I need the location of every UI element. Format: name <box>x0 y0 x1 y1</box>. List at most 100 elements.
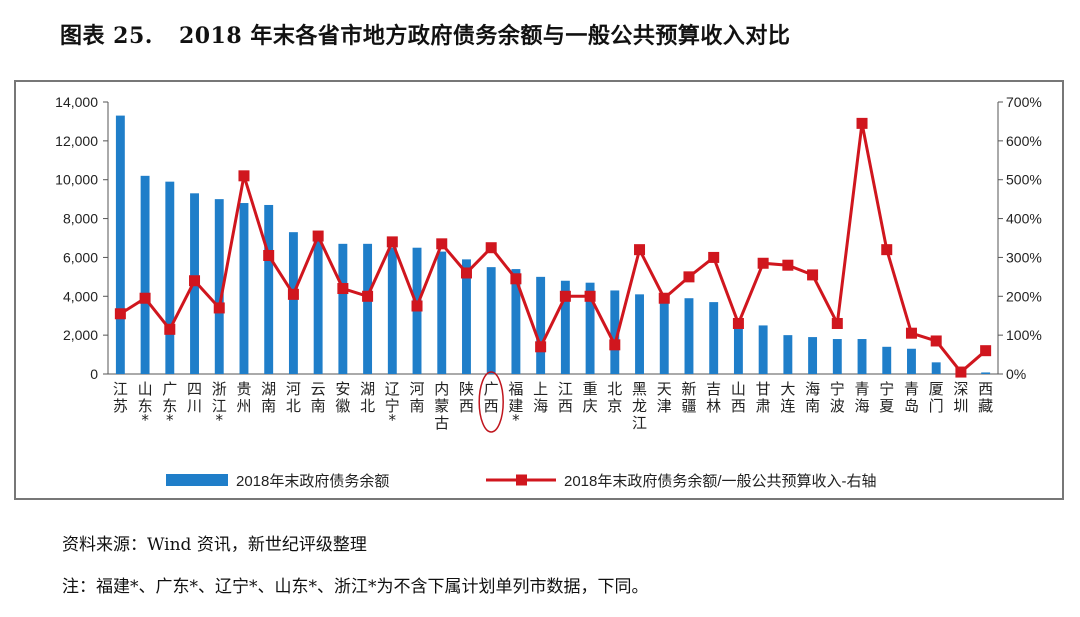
ratio-line <box>119 123 987 375</box>
category-label: 福建* <box>508 380 523 429</box>
category-label: 黑龙江 <box>632 380 647 432</box>
right-tick-label: 400% <box>1006 211 1042 227</box>
category-label: 西藏 <box>978 380 993 415</box>
ratio-marker <box>634 244 646 256</box>
left-tick-label: 10,000 <box>55 172 98 188</box>
ratio-marker <box>905 327 917 339</box>
debt-bar <box>733 319 743 374</box>
ratio-marker <box>510 273 522 285</box>
category-label: 江西 <box>558 380 573 415</box>
left-tick-label: 6,000 <box>63 249 98 265</box>
category-label: 天津 <box>657 380 672 415</box>
debt-bar <box>610 290 620 374</box>
ratio-marker <box>955 366 967 378</box>
source-note: 资料来源：Wind 资讯，新世纪评级整理 <box>62 535 367 555</box>
category-label: 陕西 <box>459 380 474 415</box>
category-label: 江苏 <box>113 380 128 415</box>
debt-bar <box>758 325 768 374</box>
category-label: 湖北 <box>360 380 375 415</box>
category-label: 辽宁* <box>385 380 400 429</box>
ratio-marker <box>782 259 794 271</box>
category-label: 河北 <box>286 380 301 415</box>
left-tick-label: 2,000 <box>63 327 98 343</box>
debt-bar <box>165 181 175 374</box>
ratio-marker <box>337 283 349 295</box>
debt-bar <box>338 243 348 374</box>
category-label: 山西 <box>731 380 746 415</box>
ratio-marker <box>584 290 596 302</box>
right-tick-label: 0% <box>1006 366 1026 382</box>
ratio-marker <box>238 170 250 182</box>
debt-bar <box>783 335 793 374</box>
debt-bar <box>981 372 991 374</box>
ratio-marker <box>213 302 225 314</box>
ratio-marker <box>658 292 670 304</box>
debt-bar <box>214 199 224 374</box>
ratio-marker <box>930 335 942 347</box>
category-label: 广东* <box>162 380 177 429</box>
legend-bar-swatch <box>166 474 228 486</box>
category-label: 青岛 <box>904 380 919 415</box>
legend-line-marker <box>516 474 527 486</box>
figure-number: 图表 25. <box>60 23 153 49</box>
ratio-marker <box>139 292 151 304</box>
ratio-marker <box>609 339 621 351</box>
ratio-marker <box>980 345 992 357</box>
debt-bar <box>115 115 125 374</box>
ratio-marker <box>189 275 201 287</box>
right-tick-label: 300% <box>1006 249 1042 265</box>
ratio-marker <box>287 288 299 300</box>
category-label: 河南 <box>410 380 425 415</box>
ratio-marker <box>386 236 398 248</box>
ratio-marker <box>436 238 448 250</box>
highlight-circle <box>478 371 504 433</box>
debt-bar <box>536 276 546 374</box>
ratio-marker <box>362 290 374 302</box>
footnote: 注：福建*、广东*、辽宁*、山东*、浙江*为不含下属计划单列市数据，下同。 <box>62 577 649 597</box>
category-label: 深圳 <box>953 380 968 415</box>
debt-bar <box>709 302 719 374</box>
category-label: 贵州 <box>236 380 251 415</box>
legend-line-label: 2018年末政府债务余额/一般公共预算收入-右轴 <box>564 472 877 490</box>
debt-bar <box>264 204 274 374</box>
debt-bar <box>313 238 323 374</box>
ratio-marker <box>856 117 868 129</box>
ratio-marker <box>114 308 126 320</box>
category-label: 吉林 <box>706 380 721 415</box>
ratio-marker <box>263 249 275 261</box>
category-label: 甘肃 <box>756 380 771 415</box>
ratio-marker <box>807 269 819 281</box>
debt-bar <box>882 346 892 374</box>
debt-bar <box>832 339 842 374</box>
chart-frame: 0 2,000 4,000 6,000 8,000 10,000 12,000 14,000 0… <box>14 80 1064 500</box>
ratio-marker <box>708 251 720 263</box>
debt-bar <box>808 337 818 374</box>
debt-bar <box>363 243 373 374</box>
category-label: 宁波 <box>830 380 845 415</box>
ratio-marker <box>164 323 176 335</box>
left-tick-label: 8,000 <box>63 211 98 227</box>
category-label: 厦门 <box>929 380 944 415</box>
debt-bar <box>511 269 521 374</box>
category-label: 广西 <box>484 380 499 415</box>
right-tick-label: 500% <box>1006 172 1042 188</box>
legend-bar-label: 2018年末政府债务余额 <box>236 472 389 490</box>
left-tick-label: 12,000 <box>55 133 98 149</box>
debt-bar <box>585 282 595 374</box>
category-label: 四川 <box>187 380 202 415</box>
ratio-marker <box>831 317 843 329</box>
category-label: 云南 <box>311 380 326 415</box>
debt-bar <box>387 247 397 374</box>
ratio-marker <box>411 300 423 312</box>
ratio-marker <box>559 290 571 302</box>
debt-bar <box>907 348 916 374</box>
right-tick-label: 200% <box>1006 288 1042 304</box>
debt-bar <box>684 298 694 374</box>
debt-bar <box>857 339 867 374</box>
ratio-marker <box>535 341 547 353</box>
title-text: 2018 年末各省市地方政府债务余额与一般公共预算收入对比 <box>178 23 791 49</box>
category-label: 上海 <box>533 380 548 415</box>
category-label: 安徽 <box>335 380 350 415</box>
category-label: 浙江* <box>212 380 227 429</box>
category-label: 海南 <box>805 380 820 415</box>
